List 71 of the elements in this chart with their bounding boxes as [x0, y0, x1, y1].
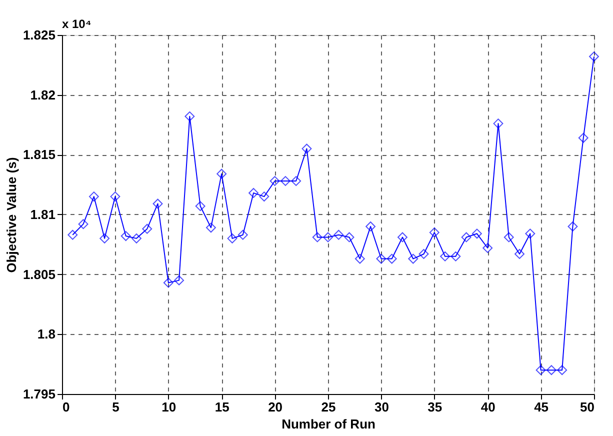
point: [429, 227, 440, 238]
point: [302, 144, 312, 154]
point: [440, 251, 450, 262]
point: [536, 365, 546, 376]
point: [132, 233, 142, 244]
point: [78, 219, 88, 230]
x-tick-label: 25: [321, 400, 336, 414]
point: [557, 365, 568, 376]
point: [418, 249, 429, 259]
point: [174, 275, 184, 286]
x-tick-label: 15: [214, 400, 230, 414]
point: [546, 365, 556, 376]
y-tick-label: 1.805: [22, 266, 56, 282]
point: [120, 231, 131, 242]
point: [450, 251, 461, 262]
point: [344, 232, 354, 242]
x-tick-label: 35: [428, 400, 442, 414]
y-tick-label: 1.81: [30, 207, 56, 222]
point: [280, 176, 290, 186]
point: [323, 232, 333, 242]
point: [312, 232, 322, 242]
y-tick-label: 1.82: [30, 87, 56, 102]
x-tick-label: 0: [62, 400, 70, 414]
point: [589, 52, 599, 62]
point: [184, 111, 195, 122]
y-tick-label: 1.825: [22, 28, 56, 42]
point: [472, 228, 482, 239]
point: [110, 192, 120, 202]
point: [578, 132, 588, 143]
x-axis-title: Number of Run: [282, 416, 376, 432]
point: [238, 230, 248, 240]
point: [195, 201, 206, 212]
x-tick-label: 20: [268, 400, 283, 414]
point: [482, 243, 493, 253]
point: [398, 232, 408, 242]
point: [142, 224, 152, 234]
x-tick-label: 10: [162, 400, 176, 414]
point: [386, 254, 397, 264]
point: [514, 249, 524, 259]
text: x 10⁴: [62, 17, 92, 31]
point: [366, 221, 376, 232]
y-tick-label: 1.8: [37, 326, 56, 342]
x-tick-label: 40: [480, 400, 496, 414]
point: [461, 232, 472, 242]
point: [227, 233, 238, 244]
point: [504, 232, 514, 242]
y-tick-label: 1.795: [22, 386, 56, 402]
point: [334, 230, 344, 240]
x-tick-label: 30: [374, 400, 389, 414]
point: [152, 198, 163, 209]
x-tick-label: 45: [534, 400, 549, 414]
point: [493, 118, 504, 129]
y-tick-label: 1.815: [22, 147, 56, 162]
point: [100, 233, 110, 244]
x-tick-label: 5: [112, 400, 120, 414]
y-axis-title: Objective Value (s): [4, 157, 19, 273]
point: [291, 176, 302, 186]
point: [408, 254, 418, 264]
point: [68, 230, 78, 240]
point: [216, 168, 227, 179]
point: [259, 192, 270, 202]
point: [206, 222, 216, 233]
point: [248, 188, 258, 198]
point: [88, 192, 99, 202]
point: [163, 278, 174, 288]
x-tick-label: 50: [580, 400, 594, 414]
point: [376, 254, 386, 264]
point: [568, 221, 578, 232]
point: [525, 228, 536, 239]
point: [270, 176, 280, 186]
point: [354, 254, 365, 264]
